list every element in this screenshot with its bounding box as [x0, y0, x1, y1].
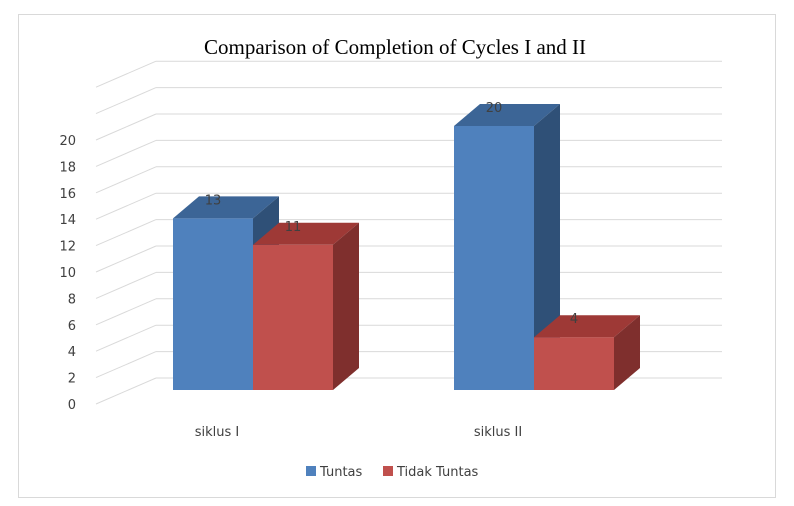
x-tick-label: siklus I	[195, 425, 240, 440]
legend-swatch	[306, 466, 316, 476]
bar-side	[333, 222, 359, 390]
gridline-diagonal	[95, 139, 157, 167]
y-tick-label: 12	[59, 240, 76, 255]
y-tick-label: 18	[59, 160, 76, 175]
y-tick-label: 4	[68, 345, 76, 360]
y-tick-label: 10	[59, 266, 76, 281]
gridline-diagonal	[95, 219, 157, 247]
data-label: 4	[570, 312, 578, 327]
gridline-diagonal	[95, 351, 157, 379]
bar-front	[253, 244, 333, 390]
gridline-diagonal	[95, 113, 157, 141]
gridline-diagonal	[95, 298, 157, 326]
y-tick-label: 0	[68, 398, 76, 413]
gridline-diagonal	[95, 377, 157, 405]
bars-layer	[173, 104, 640, 390]
bar-top	[173, 196, 279, 219]
y-tick-label: 8	[68, 292, 76, 307]
bar-top	[534, 315, 640, 338]
y-tick-label: 6	[68, 319, 76, 334]
bar-side	[614, 315, 640, 390]
gridline-diagonal	[95, 245, 157, 273]
bar-front	[534, 337, 614, 390]
chart-container	[18, 14, 776, 498]
gridline-diagonal	[95, 271, 157, 299]
bar-side	[534, 104, 560, 390]
legend-label: Tuntas	[319, 465, 363, 480]
data-label: 11	[285, 220, 302, 235]
y-tick-label: 14	[59, 213, 76, 228]
data-label: 20	[486, 101, 503, 116]
y-tick-label: 20	[59, 134, 76, 149]
bar-top	[454, 104, 560, 126]
x-tick-label: siklus II	[474, 425, 522, 440]
chart-title: Comparison of Completion of Cycles I and…	[204, 35, 586, 59]
data-label: 13	[205, 193, 222, 208]
gridline-diagonal	[95, 324, 157, 352]
gridline-diagonal	[95, 192, 157, 220]
gridline-diagonal	[95, 87, 157, 115]
gridline-diagonal	[95, 60, 157, 88]
bar-top	[253, 222, 359, 245]
bar-front	[173, 218, 253, 390]
legend-label: Tidak Tuntas	[396, 465, 479, 480]
legend-swatch	[383, 466, 393, 476]
y-tick-label: 2	[68, 372, 76, 387]
y-tick-label: 16	[59, 187, 76, 202]
x-axis: siklus I siklus II	[195, 425, 522, 440]
y-axis: 0 2 4 6 8 10 12 14 16 18 20	[59, 134, 76, 413]
gridline-diagonal	[95, 166, 157, 194]
data-labels: 13 11 20 4	[205, 101, 578, 327]
legend: Tuntas Tidak Tuntas	[306, 465, 479, 480]
bar-front	[454, 126, 534, 390]
